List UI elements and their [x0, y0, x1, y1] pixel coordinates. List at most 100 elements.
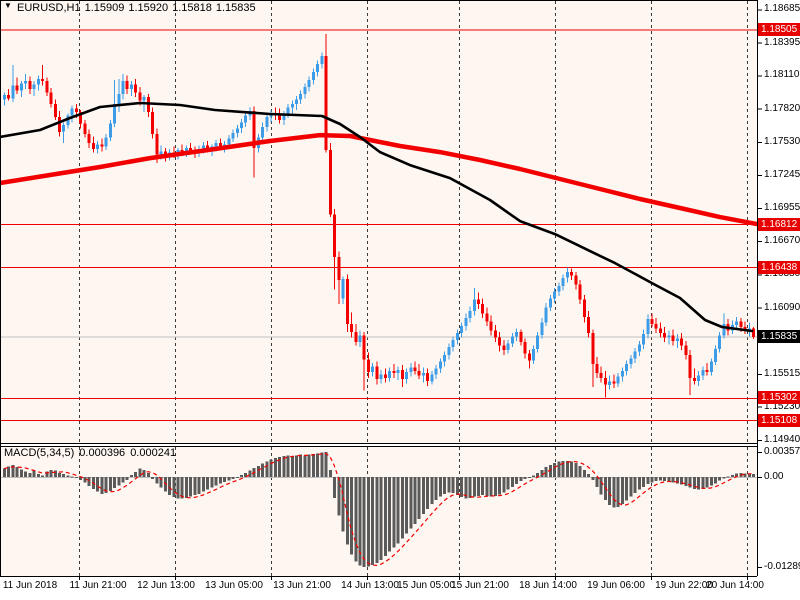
macd-bar	[341, 477, 345, 532]
macd-bar	[24, 471, 28, 477]
macd-bar	[299, 454, 303, 477]
macd-bar	[282, 456, 286, 477]
candle-body	[316, 63, 320, 72]
candle-body	[328, 150, 332, 215]
macd-bar	[616, 477, 620, 507]
candle-body	[32, 84, 36, 90]
macd-name: MACD(5,34,5)	[4, 447, 75, 459]
candles-layer[interactable]	[3, 34, 756, 398]
macd-bar	[409, 477, 413, 529]
candle-body	[612, 381, 616, 384]
macd-bar	[104, 477, 108, 494]
macd-bar	[185, 477, 188, 498]
macd-bar	[498, 477, 502, 495]
candle-body	[70, 108, 74, 116]
candle-body	[557, 285, 561, 292]
candle-body	[58, 116, 61, 132]
macd-bar	[15, 467, 19, 477]
macd-bar	[96, 477, 100, 492]
macd-bar	[58, 472, 61, 477]
macd-bar	[180, 477, 184, 499]
candle-body	[650, 319, 654, 324]
candle-body	[138, 92, 142, 101]
candle-body	[244, 115, 248, 123]
macd-bar	[53, 470, 57, 477]
candle-body	[189, 147, 193, 152]
candle-body	[159, 151, 163, 155]
macd-bar	[726, 476, 730, 478]
macd-bar	[261, 463, 265, 477]
macd-bar	[328, 470, 332, 477]
candle-body	[667, 335, 671, 338]
macd-bar	[362, 477, 366, 568]
macd-bar	[286, 455, 290, 477]
macd-bar	[413, 477, 417, 524]
level-price-badge: 1.18505	[758, 22, 800, 36]
macd-bar	[206, 477, 210, 490]
macd-bar	[443, 477, 447, 494]
macd-bar	[752, 474, 756, 477]
macd-bar	[692, 477, 696, 489]
price-tick-label: 1.18395	[764, 36, 800, 48]
candle-body	[180, 150, 184, 153]
macd-bar	[248, 470, 252, 477]
macd-bar	[138, 468, 142, 477]
candle-body	[375, 366, 379, 379]
candle-body	[464, 318, 468, 326]
macd-bar	[367, 477, 370, 567]
candle-body	[443, 354, 447, 362]
candle-body	[735, 321, 739, 325]
macd-bar	[663, 477, 667, 482]
macd-bar	[637, 477, 641, 490]
candle-body	[523, 342, 527, 354]
candle-body	[510, 336, 514, 344]
candle-body	[62, 124, 66, 132]
macd-bar	[388, 477, 392, 552]
macd-bar	[540, 470, 544, 477]
candle-body	[599, 373, 603, 378]
chart-shift-marker-icon[interactable]: ▼	[4, 1, 12, 10]
candle-body	[654, 323, 658, 329]
macd-histogram	[3, 451, 756, 568]
macd-pane-background[interactable]	[0, 447, 757, 576]
candle-body	[642, 334, 645, 345]
candle-body	[430, 374, 434, 382]
macd-bar	[455, 477, 459, 496]
ohlc-low: 1.15818	[172, 2, 212, 14]
level-price-badge: 1.15108	[758, 413, 800, 427]
macd-bar	[612, 477, 616, 508]
macd-bar	[481, 477, 485, 496]
macd-bar	[214, 477, 218, 486]
candle-body	[130, 84, 133, 90]
macd-bar	[210, 477, 214, 488]
macd-bar	[659, 477, 662, 481]
candle-body	[392, 370, 396, 374]
macd-bar	[510, 477, 514, 487]
price-tick-label: 1.14940	[764, 433, 800, 445]
candle-body	[701, 369, 705, 376]
candle-body	[218, 143, 222, 148]
candle-body	[96, 144, 100, 149]
macd-bar	[620, 477, 624, 505]
macd-bar	[134, 472, 138, 477]
macd-bar	[650, 477, 654, 483]
macd-bar	[324, 451, 328, 477]
candle-body	[303, 86, 307, 94]
candle-body	[345, 278, 349, 324]
candle-body	[113, 104, 116, 124]
macd-bar	[434, 477, 438, 500]
time-tick-label: 11 Jun 21:00	[69, 580, 127, 591]
macd-bar	[70, 476, 74, 478]
candle-body	[405, 372, 408, 379]
candle-body	[578, 284, 582, 300]
macd-bar	[671, 477, 675, 483]
macd-bar	[337, 477, 341, 516]
main-pane-background[interactable]	[0, 1, 757, 443]
candle-body	[709, 361, 713, 372]
macd-bar	[527, 477, 531, 478]
macd-bar	[379, 477, 383, 561]
candle-body	[201, 145, 205, 149]
candle-body	[493, 330, 497, 338]
